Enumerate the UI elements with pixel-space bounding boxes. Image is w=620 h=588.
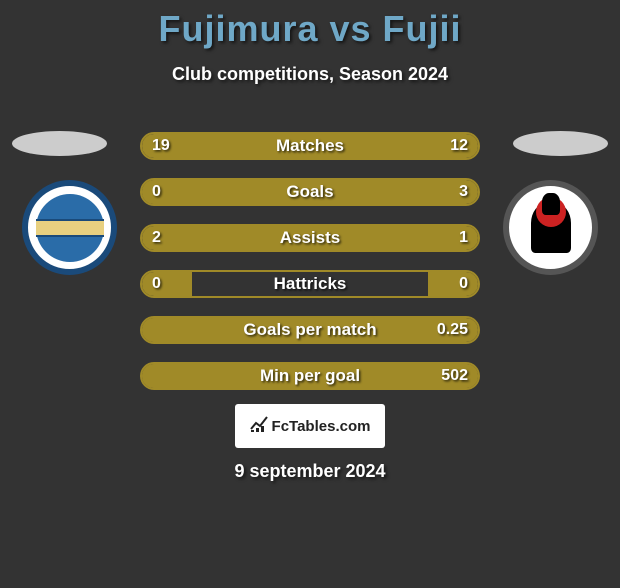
bar-row: 2 Assists 1	[140, 224, 480, 252]
bar-label: Assists	[142, 226, 478, 250]
club-crest-right	[503, 180, 598, 275]
page-title: Fujimura vs Fujii	[0, 8, 620, 50]
bar-value-right: 0.25	[437, 318, 468, 342]
bar-row: 0 Hattricks 0	[140, 270, 480, 298]
bar-row: Goals per match 0.25	[140, 316, 480, 344]
bar-value-right: 3	[459, 180, 468, 204]
bar-row: 0 Goals 3	[140, 178, 480, 206]
footer-date: 9 september 2024	[0, 461, 620, 482]
player-shadow-left	[12, 131, 107, 156]
bar-label: Hattricks	[142, 272, 478, 296]
bar-value-right: 12	[450, 134, 468, 158]
bar-value-right: 502	[441, 364, 468, 388]
site-logo: FcTables.com	[235, 404, 385, 448]
bar-label: Goals per match	[142, 318, 478, 342]
page-subtitle: Club competitions, Season 2024	[0, 64, 620, 85]
club-crest-left	[22, 180, 117, 275]
bar-row: Min per goal 502	[140, 362, 480, 390]
comparison-bars: 19 Matches 12 0 Goals 3 2 Assists 1 0 Ha…	[140, 132, 480, 408]
bar-row: 19 Matches 12	[140, 132, 480, 160]
player-shadow-right	[513, 131, 608, 156]
bar-value-right: 1	[459, 226, 468, 250]
bar-label: Matches	[142, 134, 478, 158]
bar-label: Goals	[142, 180, 478, 204]
bar-label: Min per goal	[142, 364, 478, 388]
chart-icon	[250, 415, 268, 437]
bar-value-right: 0	[459, 272, 468, 296]
site-logo-text: FcTables.com	[272, 418, 371, 435]
